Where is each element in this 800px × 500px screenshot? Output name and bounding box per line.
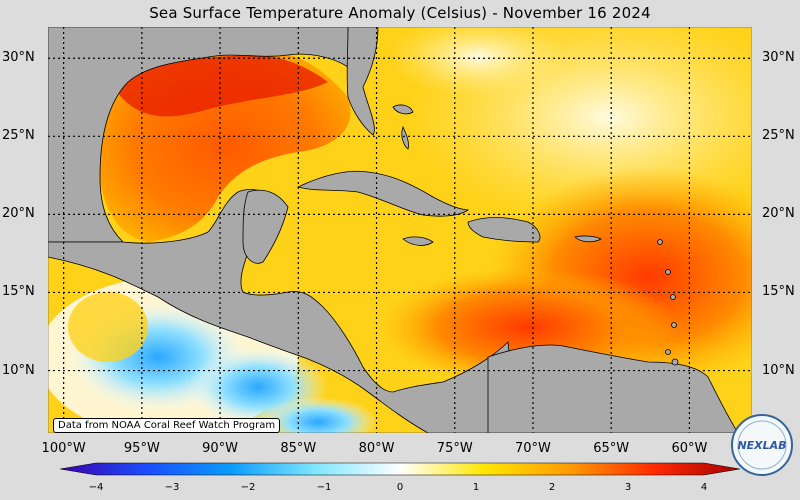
colorbar-tick-label: 3 (624, 482, 632, 493)
map-title: Sea Surface Temperature Anomaly (Celsius… (149, 4, 651, 22)
colorbar-tick-label: 4 (700, 482, 708, 493)
latitude-label-right: 15°N (762, 284, 795, 300)
atlantic-neutral-region (388, 27, 568, 97)
nexlab-logo: NEXLAB (731, 414, 793, 476)
gulf-hot-core (108, 54, 328, 117)
latitude-label-right: 20°N (762, 206, 795, 222)
svg-text:NEXLAB: NEXLAB (737, 439, 786, 452)
longitude-label: 90°W (202, 441, 239, 456)
longitude-label: 65°W (593, 441, 630, 456)
bahamas-island (392, 104, 414, 115)
pacific-warm-patch (68, 292, 148, 362)
latitude-label-left: 15°N (2, 284, 35, 300)
colorbar-tick-label: 2 (548, 482, 556, 493)
colorbar-tick-label: 0 (396, 482, 404, 493)
trinidad-island (671, 358, 679, 366)
latitude-label-left: 10°N (2, 362, 35, 378)
land (48, 27, 739, 433)
south-america-land (487, 344, 739, 433)
colorbar-tick-label: −4 (88, 482, 104, 493)
antilles-island (670, 294, 676, 300)
colorbar (60, 462, 740, 476)
puerto-rico-land (574, 235, 602, 243)
florida-land (346, 27, 379, 136)
longitude-label: 75°W (436, 441, 473, 456)
hispaniola-land (467, 217, 541, 243)
colorbar-tick-label: 1 (472, 482, 480, 493)
antilles-island (657, 239, 663, 245)
antilles-island (665, 349, 671, 355)
antilles-island (665, 269, 671, 275)
longitude-label: 100°W (41, 441, 86, 456)
cuba-land (296, 170, 470, 217)
pacific-cold-anomaly (258, 397, 378, 433)
bahamas-island (401, 125, 409, 150)
longitude-label: 60°W (671, 441, 708, 456)
colorbar-tick-label: −2 (240, 482, 256, 493)
latitude-label-right: 25°N (762, 128, 795, 144)
latitude-label-left: 30°N (2, 50, 35, 66)
colorbar-gradient (60, 462, 740, 476)
graticule (48, 27, 752, 433)
antilles-island (671, 322, 677, 328)
latitude-label-left: 25°N (2, 128, 35, 144)
yucatan-land (242, 189, 289, 264)
longitude-label: 95°W (123, 441, 160, 456)
latitude-label-left: 20°N (2, 206, 35, 222)
sst-anomaly-map (48, 27, 752, 433)
jamaica-land (402, 236, 434, 246)
latitude-label-right: 10°N (762, 362, 795, 378)
data-credit-label: Data from NOAA Coral Reef Watch Program (53, 418, 281, 433)
north-america-land (48, 27, 349, 243)
latitude-label-right: 30°N (762, 50, 795, 66)
colorbar-tick-label: −1 (316, 482, 332, 493)
longitude-label: 70°W (515, 441, 551, 456)
colorbar-tick-label: −3 (164, 482, 180, 493)
longitude-label: 85°W (280, 441, 317, 456)
longitude-label: 80°W (358, 441, 395, 456)
